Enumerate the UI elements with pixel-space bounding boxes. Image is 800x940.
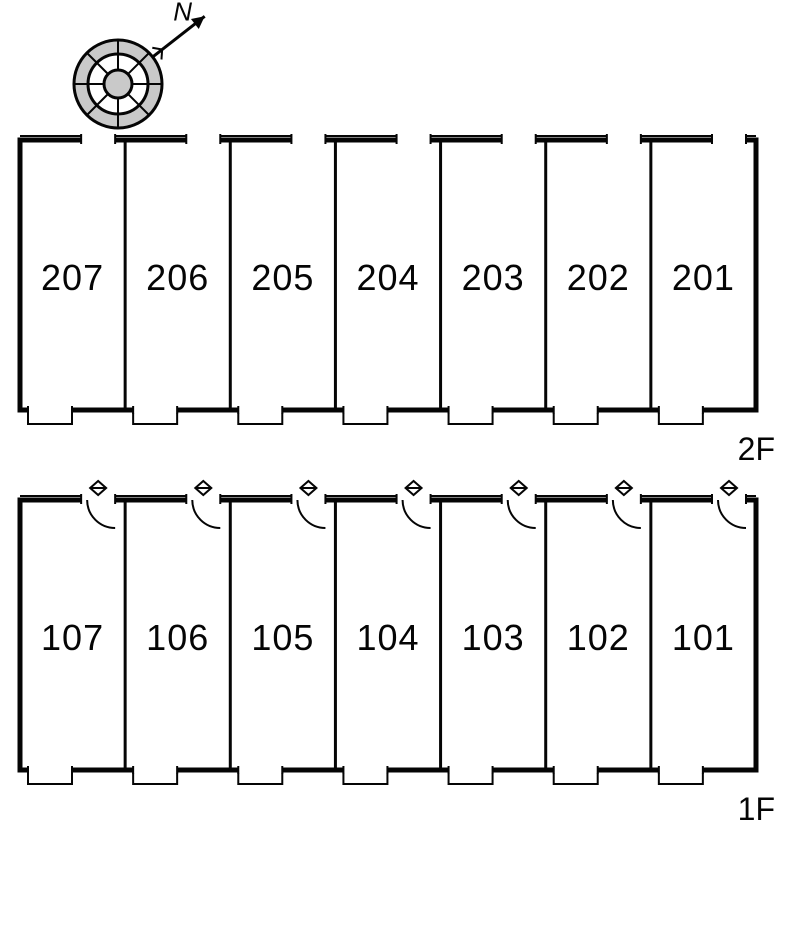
floor-2F: 207 206 205 204 203 202 201 2F — [20, 134, 775, 467]
unit-label-105: 105 — [251, 617, 314, 658]
floor-label-2F: 2F — [738, 431, 775, 467]
compass-icon: N — [74, 0, 205, 128]
unit-label-206: 206 — [146, 257, 209, 298]
unit-label-203: 203 — [462, 257, 525, 298]
unit-label-207: 207 — [41, 257, 104, 298]
door-swing-icon — [297, 500, 325, 528]
unit-label-204: 204 — [356, 257, 419, 298]
unit-label-107: 107 — [41, 617, 104, 658]
compass-n-label: N — [173, 0, 192, 26]
floorplan-svg: N2072062052042032022012F1071061051041031… — [0, 0, 800, 940]
door-swing-icon — [718, 500, 746, 528]
door-swing-icon — [192, 500, 220, 528]
unit-label-201: 201 — [672, 257, 735, 298]
unit-label-102: 102 — [567, 617, 630, 658]
unit-label-205: 205 — [251, 257, 314, 298]
door-swing-icon — [87, 500, 115, 528]
unit-label-104: 104 — [356, 617, 419, 658]
unit-label-202: 202 — [567, 257, 630, 298]
door-swing-icon — [508, 500, 536, 528]
door-swing-icon — [403, 500, 431, 528]
unit-label-106: 106 — [146, 617, 209, 658]
unit-label-103: 103 — [462, 617, 525, 658]
unit-label-101: 101 — [672, 617, 735, 658]
floor-label-1F: 1F — [738, 791, 775, 827]
door-swing-icon — [613, 500, 641, 528]
floor-1F: 107 106 105 104 103 102 101 1F — [20, 481, 775, 827]
